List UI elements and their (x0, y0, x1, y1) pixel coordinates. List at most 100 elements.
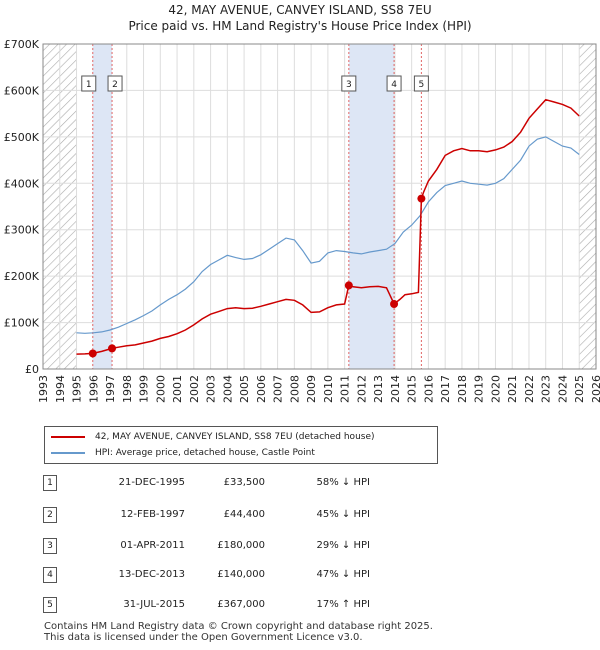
y-tick-label: £100K (4, 317, 40, 330)
legend-label-property: 42, MAY AVENUE, CANVEY ISLAND, SS8 7EU (… (95, 432, 375, 442)
transaction-label-text: 3 (346, 80, 352, 90)
x-tick-label: 2013 (372, 375, 385, 403)
x-tick-label: 2015 (406, 375, 419, 403)
x-tick-label: 2016 (422, 375, 435, 403)
x-tick-label: 1994 (54, 375, 67, 403)
transaction-price: £44,400 (223, 509, 265, 520)
transaction-price: £33,500 (223, 477, 265, 488)
x-tick-label: 2007 (272, 375, 285, 403)
transaction-label-frame (107, 75, 123, 92)
x-tick-label: 2003 (205, 375, 218, 403)
table-row: 1 21-DEC-1995 £33,500 58% ↓ HPI (0, 475, 600, 495)
transaction-point (417, 194, 426, 203)
transaction-date: 13-DEC-2013 (118, 569, 185, 580)
price-chart: 1 2 3 4 5 £0 £100K £200K £300K £400K £500K £600K £7… (4, 38, 600, 403)
chart-title: 42, MAY AVENUE, CANVEY ISLAND, SS8 7EU P… (0, 2, 600, 34)
transaction-label-frame (386, 75, 402, 92)
hpi-line (76, 136, 580, 334)
legend-swatch-hpi (51, 451, 85, 454)
legend-label-hpi: HPI: Average price, detached house, Cast… (95, 448, 315, 458)
transaction-point (108, 344, 117, 353)
title-line-2: Price paid vs. HM Land Registry's House … (128, 19, 472, 33)
x-tick-label: 2017 (439, 375, 452, 403)
x-tick-label: 2004 (221, 375, 234, 403)
transaction-date: 12-FEB-1997 (120, 509, 185, 520)
legend-swatch-property (51, 435, 85, 438)
transaction-label-box: 2 (107, 75, 123, 92)
transaction-number: 1 (43, 475, 57, 491)
transaction-point (390, 300, 399, 308)
x-tick-label: 1999 (138, 375, 151, 403)
footer-line-1: Contains HM Land Registry data © Crown c… (44, 621, 433, 632)
transaction-date: 01-APR-2011 (120, 540, 185, 551)
transaction-label-frame (341, 75, 357, 92)
footer-line-2: This data is licensed under the Open Gov… (44, 632, 363, 643)
legend-item-hpi: HPI: Average price, detached house, Cast… (51, 446, 315, 460)
y-tick-label: £700K (4, 38, 40, 51)
shaded-span-1 (92, 44, 113, 369)
x-tick-label: 2018 (456, 375, 469, 403)
y-tick-label: £200K (4, 270, 40, 283)
transaction-number: 3 (43, 538, 57, 554)
x-tick-label: 2005 (238, 375, 251, 403)
x-tick-label: 1997 (104, 375, 117, 403)
x-tick-label: 1995 (71, 375, 84, 403)
x-tick-label: 2022 (523, 375, 536, 403)
legend-item-property: 42, MAY AVENUE, CANVEY ISLAND, SS8 7EU (… (51, 430, 375, 444)
y-tick-label: £300K (4, 224, 40, 237)
transaction-number: 2 (43, 507, 57, 523)
y-tick-label: £600K (4, 84, 40, 97)
transaction-label-text: 2 (112, 80, 118, 90)
transaction-label-box: 5 (413, 75, 429, 92)
transaction-label-box: 3 (341, 75, 357, 92)
x-tick-label: 2019 (473, 375, 486, 403)
transaction-point (344, 281, 353, 290)
x-tick-label: 2021 (506, 375, 519, 403)
transaction-date: 21-DEC-1995 (118, 477, 185, 488)
transaction-label-box: 4 (386, 75, 402, 92)
transaction-price: £367,000 (217, 599, 265, 610)
property-price-line (76, 98, 580, 355)
x-tick-label: 2002 (188, 375, 201, 403)
transaction-hpi-diff: 58% ↓ HPI (316, 477, 370, 488)
transaction-label-frame (81, 75, 97, 92)
footer: Contains HM Land Registry data © Crown c… (44, 621, 433, 643)
legend: 42, MAY AVENUE, CANVEY ISLAND, SS8 7EU (… (44, 426, 438, 464)
x-tick-label: 2008 (288, 375, 301, 403)
transaction-label-text: 5 (419, 80, 425, 90)
transaction-label-frame (413, 75, 429, 92)
x-tick-label: 2010 (322, 375, 335, 403)
transaction-label-text: 1 (86, 80, 92, 90)
y-tick-label: £500K (4, 131, 40, 144)
table-row: 5 31-JUL-2015 £367,000 17% ↑ HPI (0, 597, 600, 617)
x-tick-label: 2023 (540, 375, 553, 403)
title-line-1: 42, MAY AVENUE, CANVEY ISLAND, SS8 7EU (168, 3, 432, 17)
y-tick-label: £400K (4, 177, 40, 190)
transaction-hpi-diff: 47% ↓ HPI (316, 569, 370, 580)
transaction-label-box: 1 (81, 75, 97, 92)
x-tick-label: 1998 (121, 375, 134, 403)
plot-frame (42, 43, 597, 370)
transaction-label-text: 4 (391, 80, 397, 90)
x-tick-label: 2009 (305, 375, 318, 403)
x-tick-label: 2024 (556, 375, 569, 403)
x-tick-label: 2012 (355, 375, 368, 403)
transaction-price: £140,000 (217, 569, 265, 580)
y-tick-label: £0 (25, 363, 39, 376)
transaction-hpi-diff: 29% ↓ HPI (316, 540, 370, 551)
hatched-region-after (579, 44, 596, 369)
x-tick-label: 2025 (573, 375, 586, 403)
x-tick-label: 2014 (389, 375, 402, 403)
transaction-number: 5 (43, 597, 57, 613)
transaction-date: 31-JUL-2015 (123, 599, 185, 610)
table-row: 2 12-FEB-1997 £44,400 45% ↓ HPI (0, 507, 600, 527)
shaded-span-2 (348, 44, 395, 369)
transaction-point (88, 349, 97, 358)
x-tick-label: 2020 (489, 375, 502, 403)
x-tick-label: 2000 (154, 375, 167, 403)
x-tick-label: 1996 (87, 375, 100, 403)
plot-background (43, 44, 596, 369)
x-tick-label: 2001 (171, 375, 184, 403)
transaction-hpi-diff: 17% ↑ HPI (316, 599, 370, 610)
transaction-number: 4 (43, 567, 57, 583)
